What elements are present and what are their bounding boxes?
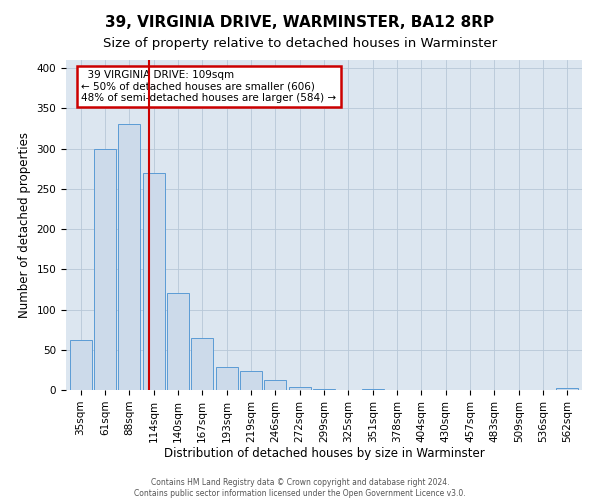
Bar: [191, 338, 213, 390]
X-axis label: Distribution of detached houses by size in Warminster: Distribution of detached houses by size …: [164, 448, 484, 460]
Text: 39, VIRGINIA DRIVE, WARMINSTER, BA12 8RP: 39, VIRGINIA DRIVE, WARMINSTER, BA12 8RP: [106, 15, 494, 30]
Bar: [167, 294, 189, 390]
Bar: [215, 366, 238, 390]
Text: 39 VIRGINIA DRIVE: 109sqm
← 50% of detached houses are smaller (606)
48% of semi: 39 VIRGINIA DRIVE: 109sqm ← 50% of detac…: [82, 70, 337, 103]
Bar: [143, 172, 164, 390]
Bar: [70, 340, 92, 390]
Bar: [265, 380, 286, 390]
Y-axis label: Number of detached properties: Number of detached properties: [18, 132, 31, 318]
Bar: [240, 370, 262, 390]
Text: Contains HM Land Registry data © Crown copyright and database right 2024.
Contai: Contains HM Land Registry data © Crown c…: [134, 478, 466, 498]
Text: Size of property relative to detached houses in Warminster: Size of property relative to detached ho…: [103, 38, 497, 51]
Bar: [118, 124, 140, 390]
Bar: [313, 389, 335, 390]
Bar: [94, 148, 116, 390]
Bar: [289, 387, 311, 390]
Bar: [556, 388, 578, 390]
Bar: [362, 389, 383, 390]
